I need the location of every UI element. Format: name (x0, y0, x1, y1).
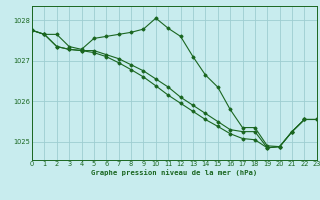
X-axis label: Graphe pression niveau de la mer (hPa): Graphe pression niveau de la mer (hPa) (91, 169, 258, 176)
